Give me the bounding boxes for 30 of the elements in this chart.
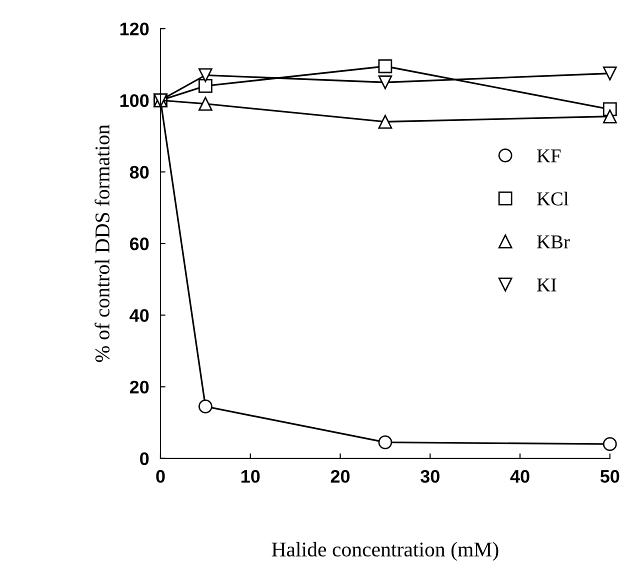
x-tick-label: 10 (241, 470, 260, 483)
y-tick-label: 0 (140, 452, 149, 466)
point (602, 109, 617, 124)
legend-label: KBr (537, 236, 570, 248)
x-tick-label: 30 (420, 470, 440, 483)
point (198, 68, 212, 82)
point (198, 79, 212, 93)
y-tick-label: 120 (120, 22, 149, 36)
point (378, 75, 392, 90)
y-tick-label: 20 (130, 380, 149, 394)
y-tick-label: 60 (130, 237, 149, 250)
point (378, 114, 392, 129)
legend-label: KCl (537, 192, 568, 206)
point (602, 437, 617, 452)
point (378, 59, 392, 74)
y-tick-label: 80 (130, 166, 149, 179)
x-axis-title: Halide concentration (mM) (272, 542, 498, 561)
point (198, 400, 212, 414)
point (602, 66, 617, 80)
point (378, 435, 392, 450)
point (198, 96, 212, 111)
y-axis-title: % of control DDS formation (94, 124, 110, 362)
y-tick-label: 40 (130, 309, 149, 322)
legend-label: KI (537, 278, 556, 292)
legend-label: KF (537, 149, 561, 162)
x-tick-label: 40 (510, 470, 530, 483)
x-tick-label: 50 (600, 470, 620, 483)
y-tick-label: 100 (120, 94, 149, 107)
x-tick-label: 20 (330, 470, 350, 483)
x-tick-label: 0 (156, 470, 165, 483)
